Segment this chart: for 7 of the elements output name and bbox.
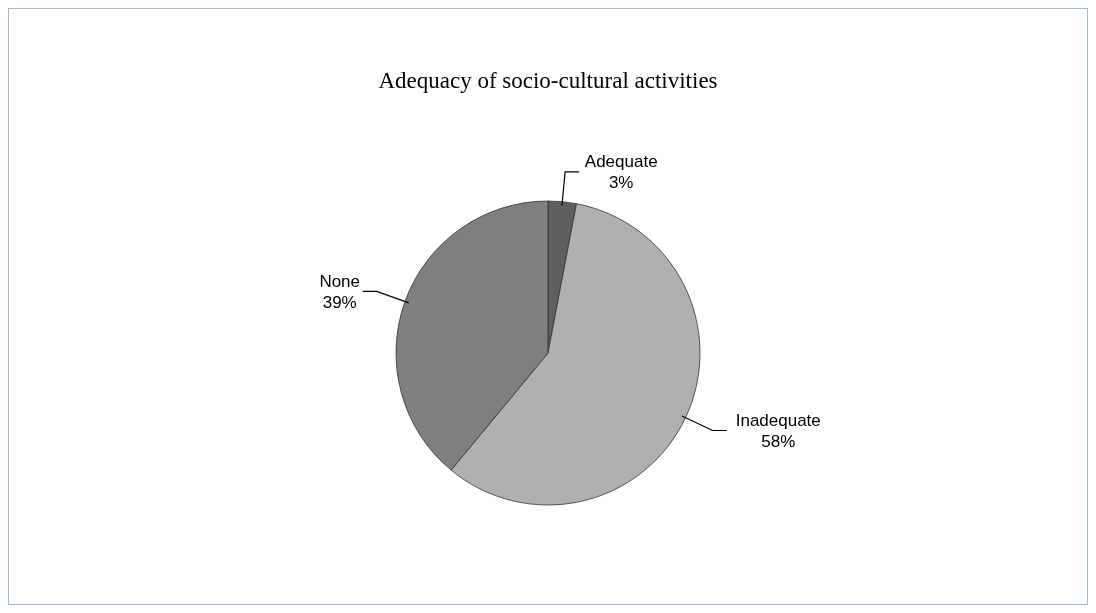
chart-title: Adequacy of socio-cultural activities [378, 68, 718, 93]
slice-label: Adequate [584, 152, 658, 172]
data-label: 39% [322, 292, 357, 312]
data-label: 58% [761, 432, 796, 452]
data-label: 3% [608, 173, 634, 193]
slice-label: Inadequate [735, 410, 821, 430]
slice-label: None [319, 271, 361, 291]
